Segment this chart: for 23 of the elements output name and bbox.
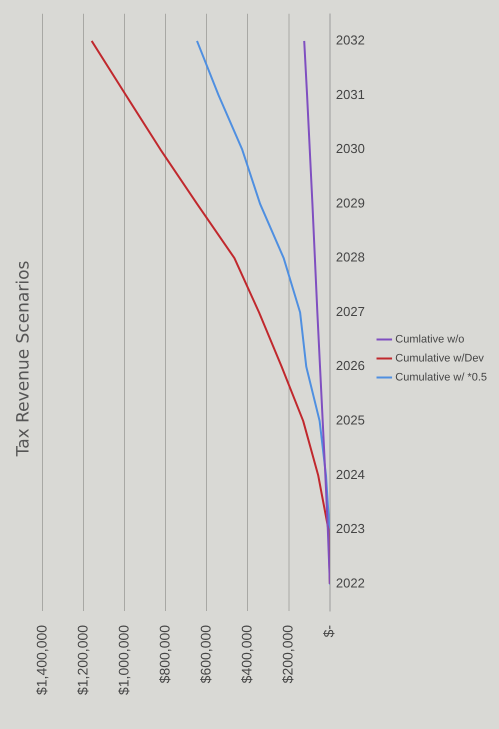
y-tick-label: 2029 — [336, 195, 365, 210]
y-tick-label: 2024 — [336, 466, 365, 482]
y-tick-label: 2023 — [336, 521, 365, 536]
x-tick-label: $1,400,000 — [33, 624, 50, 696]
y-tick-label: 2025 — [336, 412, 365, 428]
legend-label: Cumlative w/o — [395, 334, 464, 346]
y-tick-label: 2026 — [336, 358, 365, 374]
y-tick-label: 2027 — [336, 304, 365, 319]
x-tick-label: $400,000 — [238, 624, 255, 684]
x-tick-label: $- — [320, 624, 337, 638]
y-tick-label: 2022 — [336, 575, 365, 590]
y-tick-label: 2028 — [336, 250, 365, 265]
y-tick-label: 2031 — [336, 86, 365, 102]
x-tick-label: $800,000 — [156, 624, 172, 684]
x-tick-label: $1,200,000 — [74, 624, 90, 696]
x-tick-label: $600,000 — [198, 624, 214, 684]
text: Tax Revenue Scenarios — [14, 260, 34, 458]
x-tick-label: $200,000 — [280, 624, 296, 684]
legend-label: Cumulative w/ *0.5 — [395, 372, 488, 384]
legend-label: Cumulative w/Dev — [395, 352, 484, 365]
x-tick-label: $1,000,000 — [115, 624, 132, 696]
y-tick-label: 2030 — [336, 141, 365, 156]
y-tick-label: 2032 — [336, 32, 365, 48]
